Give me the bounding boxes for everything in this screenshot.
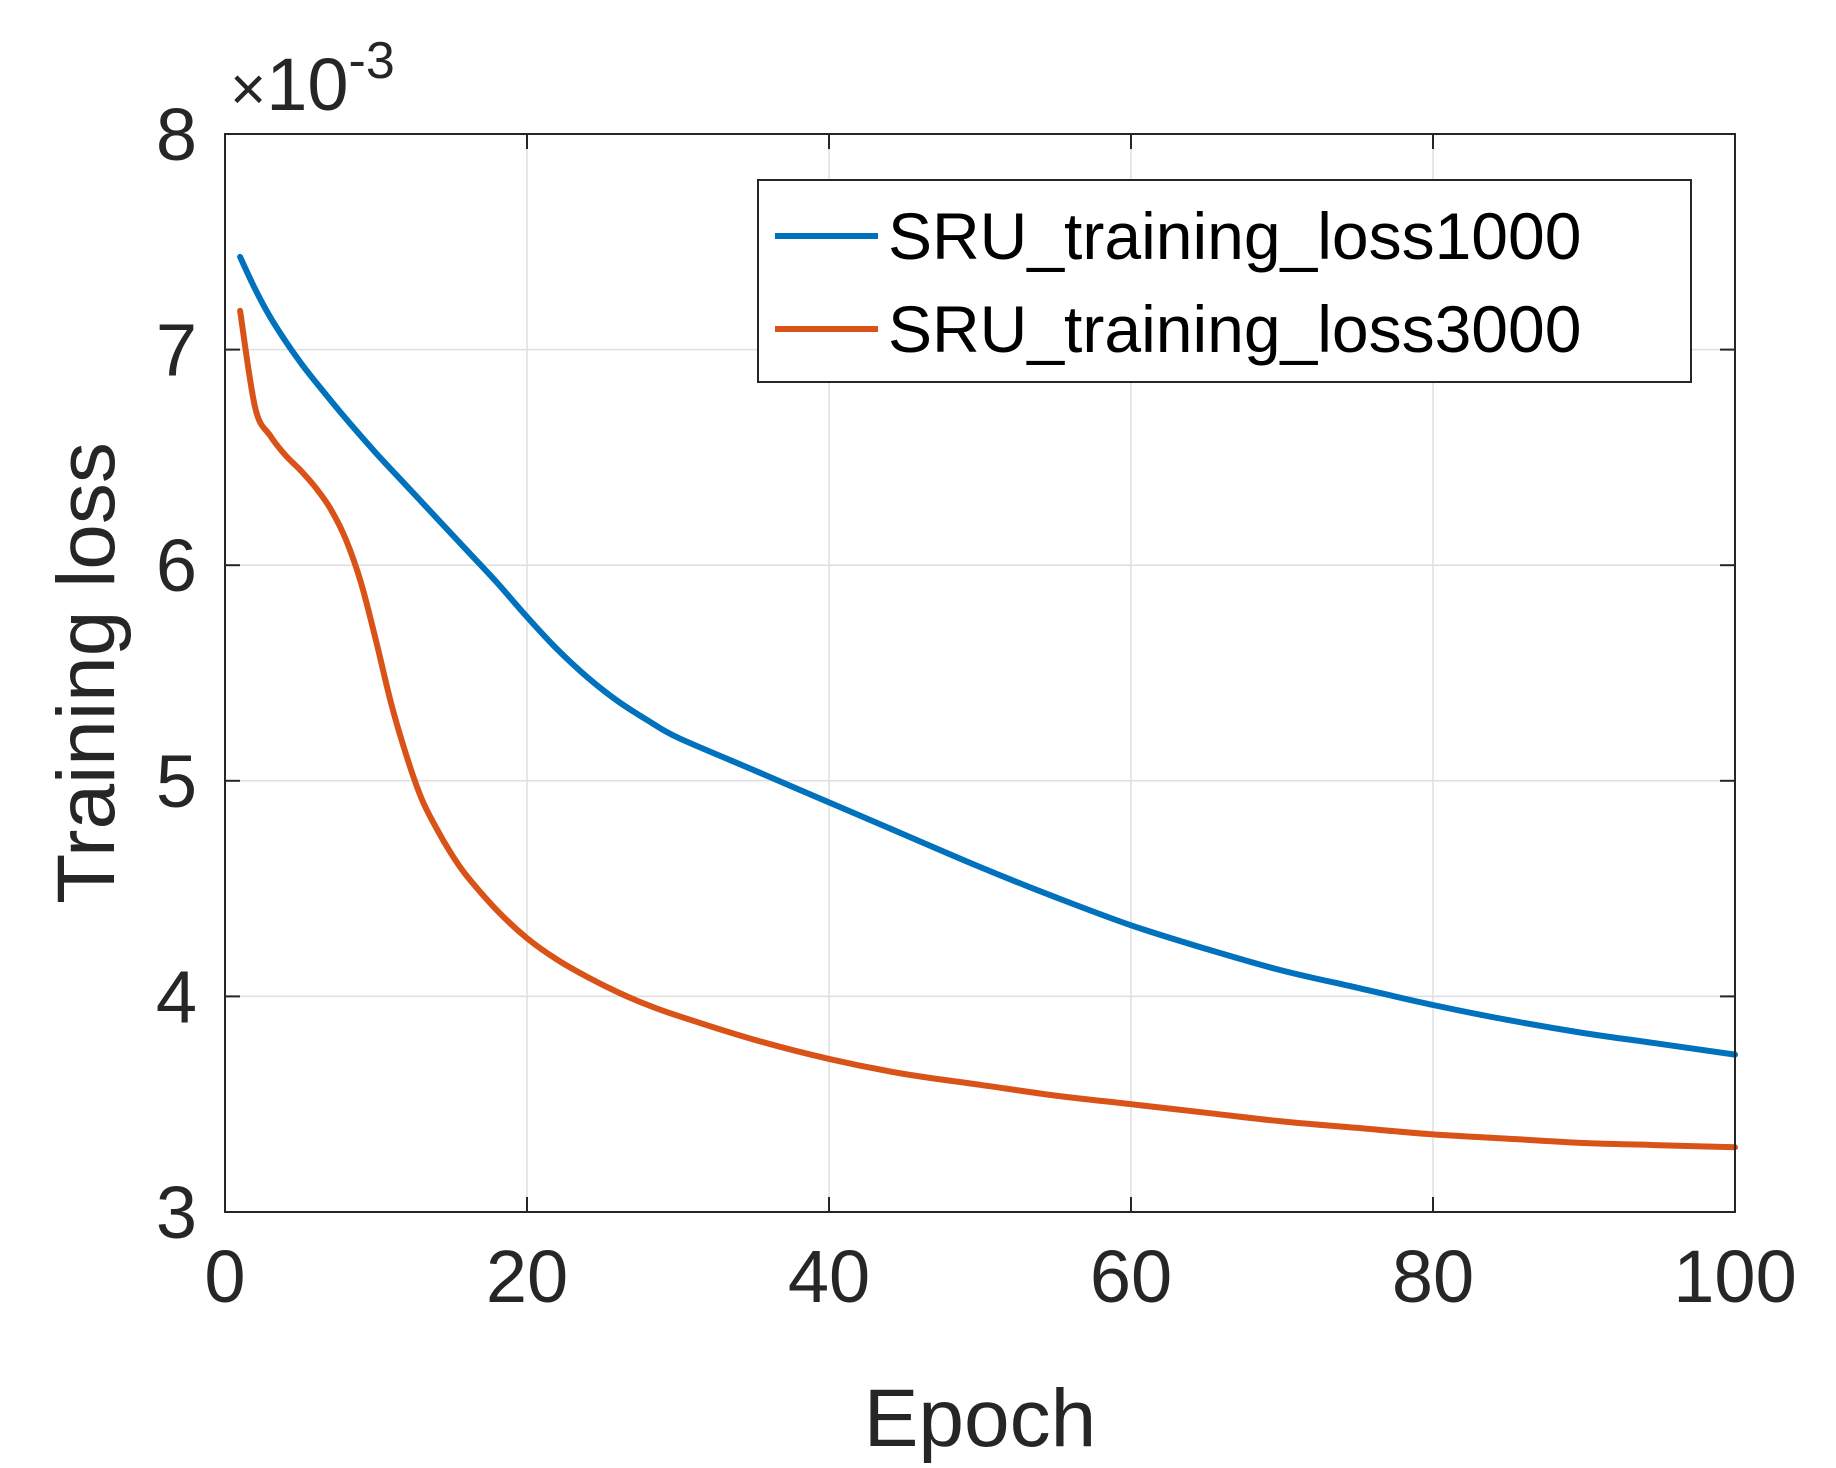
series-line-sru-training-loss3000 (237, 307, 1738, 1151)
y-tick-label: 4 (156, 955, 197, 1038)
x-tick-label: 60 (1090, 1235, 1172, 1318)
x-tick-label: 0 (204, 1235, 245, 1318)
y-tick-label: 3 (156, 1171, 197, 1254)
legend-label-sru-training-loss1000: SRU_training_loss1000 (888, 199, 1581, 273)
y-axis-exponent-power: -3 (349, 32, 395, 90)
x-tick-label: 100 (1673, 1235, 1796, 1318)
x-tick-label: 80 (1392, 1235, 1474, 1318)
y-axis-exponent-times: × (230, 55, 266, 124)
x-tick-label: 20 (486, 1235, 568, 1318)
x-tick-label: 40 (788, 1235, 870, 1318)
axis-ticks: 0 20 40 60 80 100 3 4 5 6 7 8 (156, 93, 1797, 1318)
series-line-sru-training-loss1000 (237, 253, 1738, 1058)
legend-label-sru-training-loss3000: SRU_training_loss3000 (888, 292, 1581, 366)
y-tick-label: 6 (156, 524, 197, 607)
y-tick-label: 7 (156, 309, 197, 392)
y-axis-exponent: ×10-3 (230, 32, 395, 126)
plot-area-frame (224, 133, 1736, 1213)
y-axis-title: Training loss (41, 442, 132, 904)
y-axis-exponent-base: 10 (266, 43, 348, 126)
y-tick-label: 8 (156, 93, 197, 176)
legend: SRU_training_loss1000 SRU_training_loss3… (757, 179, 1692, 383)
plot-lines (237, 253, 1738, 1151)
y-tick-label: 5 (156, 740, 197, 823)
legend-box (757, 179, 1692, 383)
x-axis-title: Epoch (864, 1373, 1097, 1464)
